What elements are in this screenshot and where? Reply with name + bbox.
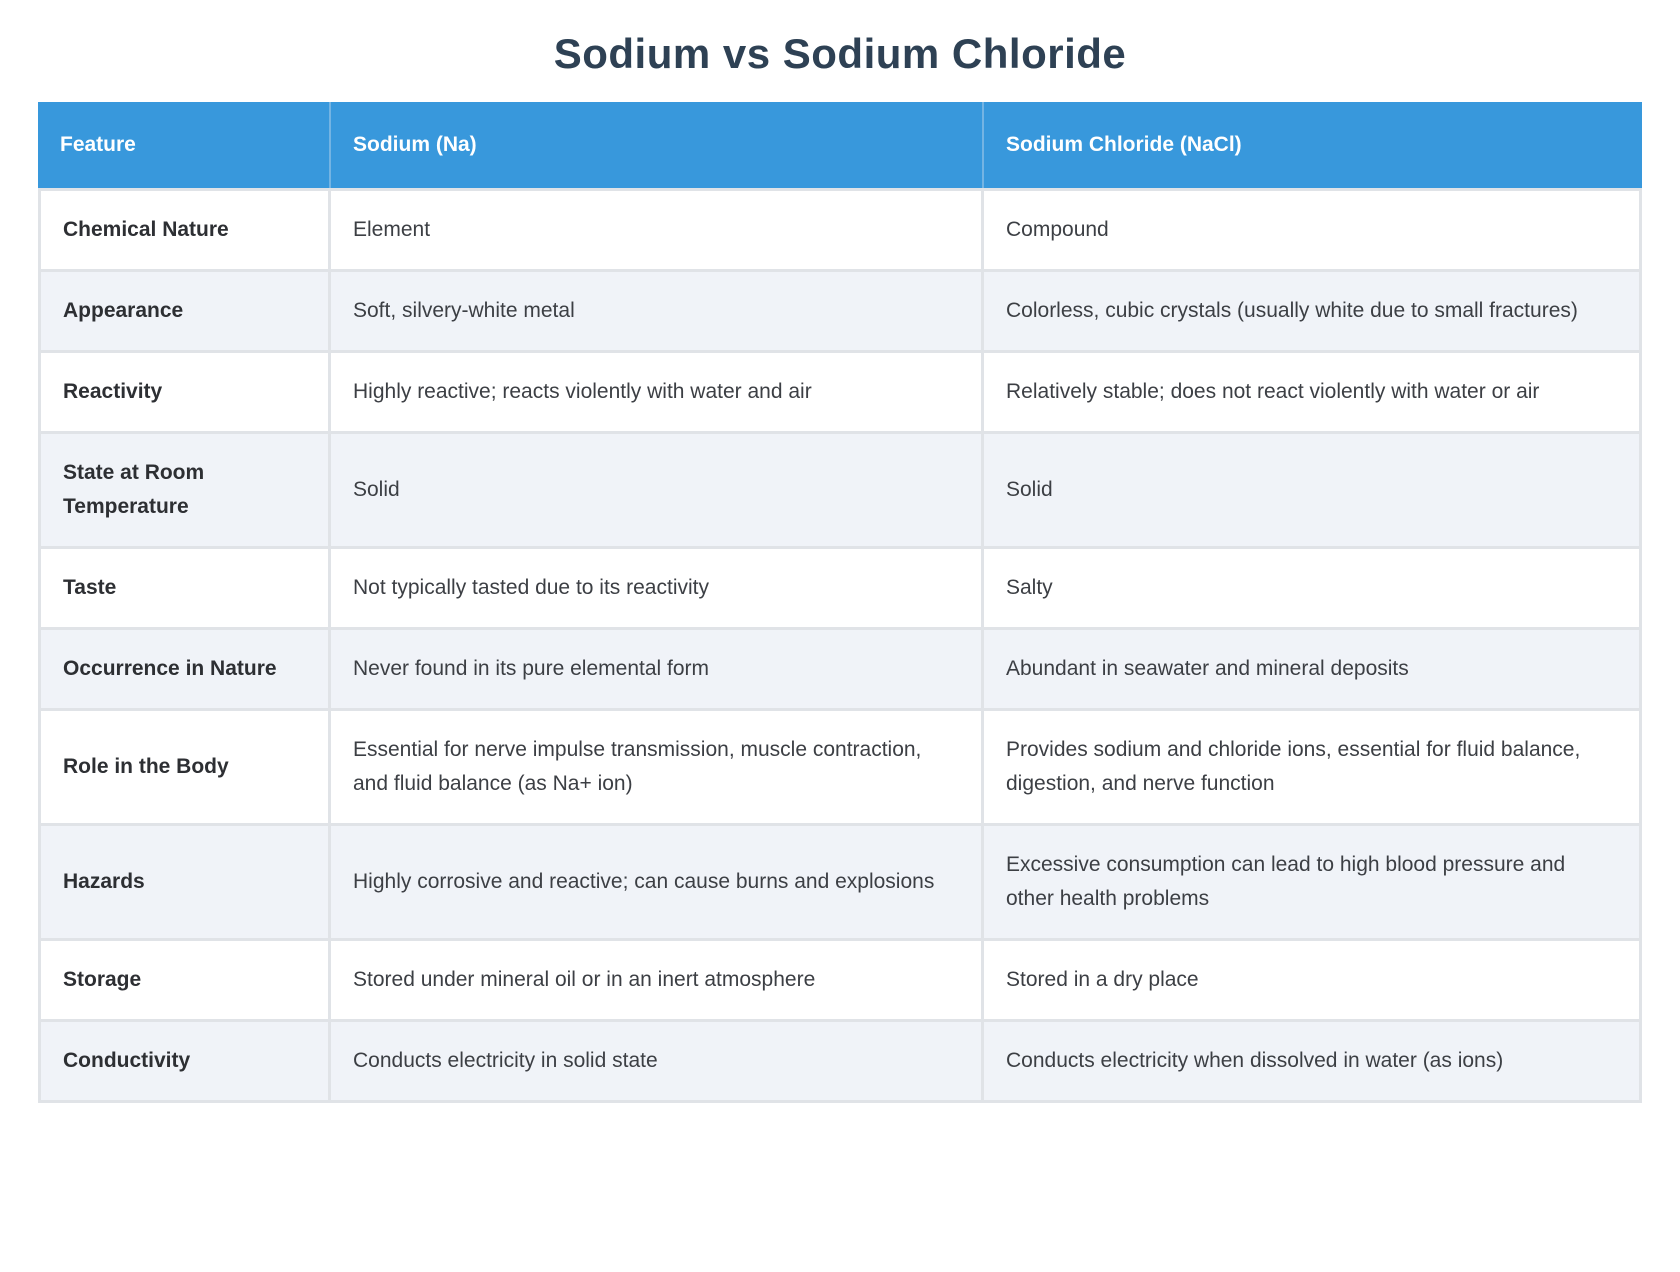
feature-cell: Role in the Body bbox=[38, 708, 331, 823]
feature-cell: Chemical Nature bbox=[38, 188, 331, 269]
table-row: State at Room Temperature Solid Solid bbox=[38, 431, 1642, 546]
sodium-cell: Never found in its pure elemental form bbox=[331, 627, 984, 708]
feature-cell: Reactivity bbox=[38, 350, 331, 431]
table-row: Chemical Nature Element Compound bbox=[38, 188, 1642, 269]
sodium-cell: Highly corrosive and reactive; can cause… bbox=[331, 823, 984, 938]
sodium-cell: Not typically tasted due to its reactivi… bbox=[331, 546, 984, 627]
sodium-chloride-cell: Provides sodium and chloride ions, essen… bbox=[984, 708, 1642, 823]
sodium-chloride-cell: Stored in a dry place bbox=[984, 938, 1642, 1019]
sodium-chloride-cell: Relatively stable; does not react violen… bbox=[984, 350, 1642, 431]
sodium-chloride-cell: Solid bbox=[984, 431, 1642, 546]
sodium-chloride-cell: Colorless, cubic crystals (usually white… bbox=[984, 269, 1642, 350]
page-title: Sodium vs Sodium Chloride bbox=[553, 30, 1127, 77]
table-row: Storage Stored under mineral oil or in an… bbox=[38, 938, 1642, 1019]
table-row: Taste Not typically tasted due to its rea… bbox=[38, 546, 1642, 627]
sodium-cell: Soft, silvery-white metal bbox=[331, 269, 984, 350]
sodium-cell: Essential for nerve impulse transmission… bbox=[331, 708, 984, 823]
table-body: Chemical Nature Element Compound Appearance… bbox=[38, 188, 1642, 1103]
sodium-chloride-cell: Excessive consumption can lead to high b… bbox=[984, 823, 1642, 938]
sodium-cell: Stored under mineral oil or in an inert … bbox=[331, 938, 984, 1019]
sodium-cell: Element bbox=[331, 188, 984, 269]
sodium-chloride-cell: Compound bbox=[984, 188, 1642, 269]
feature-cell: Storage bbox=[38, 938, 331, 1019]
feature-cell: State at Room Temperature bbox=[38, 431, 331, 546]
feature-cell: Appearance bbox=[38, 269, 331, 350]
sodium-chloride-cell: Conducts electricity when dissolved in w… bbox=[984, 1019, 1642, 1103]
sodium-cell: Highly reactive; reacts violently with w… bbox=[331, 350, 984, 431]
table-row: Hazards Highly corrosive and reactive; ca… bbox=[38, 823, 1642, 938]
header-row: Feature Sodium (Na) Sodium Chloride (NaC… bbox=[38, 102, 1642, 188]
column-header-feature: Feature bbox=[38, 102, 331, 188]
table-row: Appearance Soft, silvery-white metal Color… bbox=[38, 269, 1642, 350]
table-row: Reactivity Highly reactive; reacts violen… bbox=[38, 350, 1642, 431]
column-header-sodium: Sodium (Na) bbox=[331, 102, 984, 188]
sodium-cell: Conducts electricity in solid state bbox=[331, 1019, 984, 1103]
sodium-cell: Solid bbox=[331, 431, 984, 546]
sodium-chloride-cell: Abundant in seawater and mineral deposit… bbox=[984, 627, 1642, 708]
table-header: Feature Sodium (Na) Sodium Chloride (NaC… bbox=[38, 102, 1642, 188]
column-header-sodium-chloride: Sodium Chloride (NaCl) bbox=[984, 102, 1642, 188]
table-row: Occurrence in Nature Never found in its p… bbox=[38, 627, 1642, 708]
feature-cell: Conductivity bbox=[38, 1019, 331, 1103]
feature-cell: Hazards bbox=[38, 823, 331, 938]
sodium-chloride-cell: Salty bbox=[984, 546, 1642, 627]
table-row: Conductivity Conducts electricity in soli… bbox=[38, 1019, 1642, 1103]
feature-cell: Occurrence in Nature bbox=[38, 627, 331, 708]
feature-cell: Taste bbox=[38, 546, 331, 627]
table-row: Role in the Body Essential for nerve impu… bbox=[38, 708, 1642, 823]
comparison-table: Feature Sodium (Na) Sodium Chloride (NaC… bbox=[38, 102, 1642, 1103]
